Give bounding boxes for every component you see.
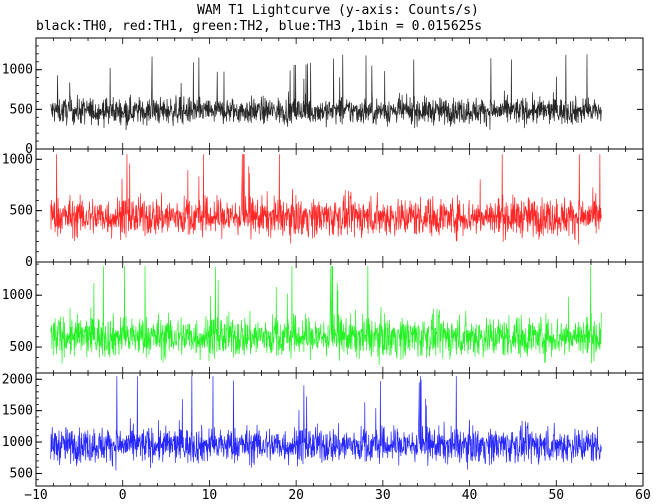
x-tick-label: 10 [202, 488, 218, 503]
x-tick-label: 50 [548, 488, 564, 503]
y-tick-label: 0 [25, 142, 33, 157]
y-tick-label: 0 [25, 255, 33, 270]
series-line-th1 [50, 154, 602, 245]
chart-title: WAM T1 Lightcurve (y-axis: Counts/s) [197, 3, 479, 18]
series-line-th0 [50, 54, 602, 131]
chart-subtitle: black:TH0, red:TH1, green:TH2, blue:TH3 … [36, 19, 482, 34]
y-tick-label: 1000 [2, 63, 33, 78]
y-tick-label: 1000 [2, 152, 33, 167]
x-tick-label: 20 [288, 488, 304, 503]
series-line-th3 [50, 376, 602, 471]
panel-th2: 500 1000 [2, 261, 644, 374]
panel-th0: 0 500 1000 [2, 37, 644, 157]
y-tick-label: 500 [10, 204, 33, 219]
x-tick-label: 30 [375, 488, 391, 503]
x-tick-label: 60 [635, 488, 651, 503]
panel-th1: 0 500 1000 [2, 148, 644, 270]
x-tick-label: 0 [119, 488, 127, 503]
y-tick-label: 500 [10, 466, 33, 481]
y-tick-label: 1000 [2, 435, 33, 450]
y-tick-label: 1000 [2, 288, 33, 303]
panel-frame [35, 372, 644, 487]
series-line-th2 [50, 266, 602, 366]
y-tick-label: 500 [10, 340, 33, 355]
panel-th3: 500 1000 1500 2000 [2, 372, 644, 487]
y-tick-label: 500 [10, 102, 33, 117]
x-tick-label: −10 [24, 488, 47, 503]
y-tick-label: 1500 [2, 404, 33, 419]
x-axis: −10 0 10 20 30 40 50 60 [24, 488, 651, 503]
x-tick-label: 40 [462, 488, 478, 503]
y-tick-label: 2000 [2, 372, 33, 387]
